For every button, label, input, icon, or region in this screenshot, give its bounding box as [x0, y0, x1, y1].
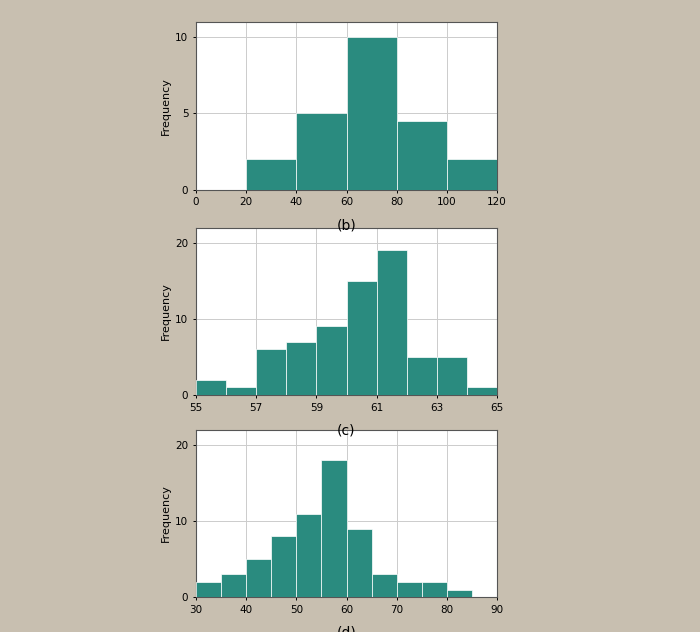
Bar	[226, 387, 256, 395]
Bar	[221, 574, 246, 597]
Bar	[196, 380, 226, 395]
Bar	[467, 387, 497, 395]
Bar	[296, 114, 346, 190]
Text: (d): (d)	[337, 626, 356, 632]
Bar	[372, 574, 397, 597]
Bar	[346, 281, 377, 395]
Text: (b): (b)	[337, 218, 356, 232]
Bar	[256, 349, 286, 395]
Bar	[246, 559, 272, 597]
Bar	[447, 159, 497, 190]
Bar	[346, 529, 372, 597]
Bar	[196, 582, 221, 597]
Bar	[377, 250, 407, 395]
Bar	[421, 582, 447, 597]
Bar	[296, 513, 321, 597]
Bar	[397, 582, 421, 597]
Bar	[437, 357, 467, 395]
Y-axis label: Frequency: Frequency	[161, 283, 171, 340]
Bar	[316, 327, 346, 395]
Bar	[407, 357, 437, 395]
Bar	[397, 121, 447, 190]
Bar	[246, 159, 296, 190]
Bar	[286, 342, 316, 395]
Text: (c): (c)	[337, 423, 356, 437]
Bar	[321, 460, 346, 597]
Bar	[272, 537, 296, 597]
Y-axis label: Frequency: Frequency	[161, 77, 171, 135]
Bar	[346, 37, 397, 190]
Bar	[447, 590, 472, 597]
Y-axis label: Frequency: Frequency	[161, 485, 171, 542]
